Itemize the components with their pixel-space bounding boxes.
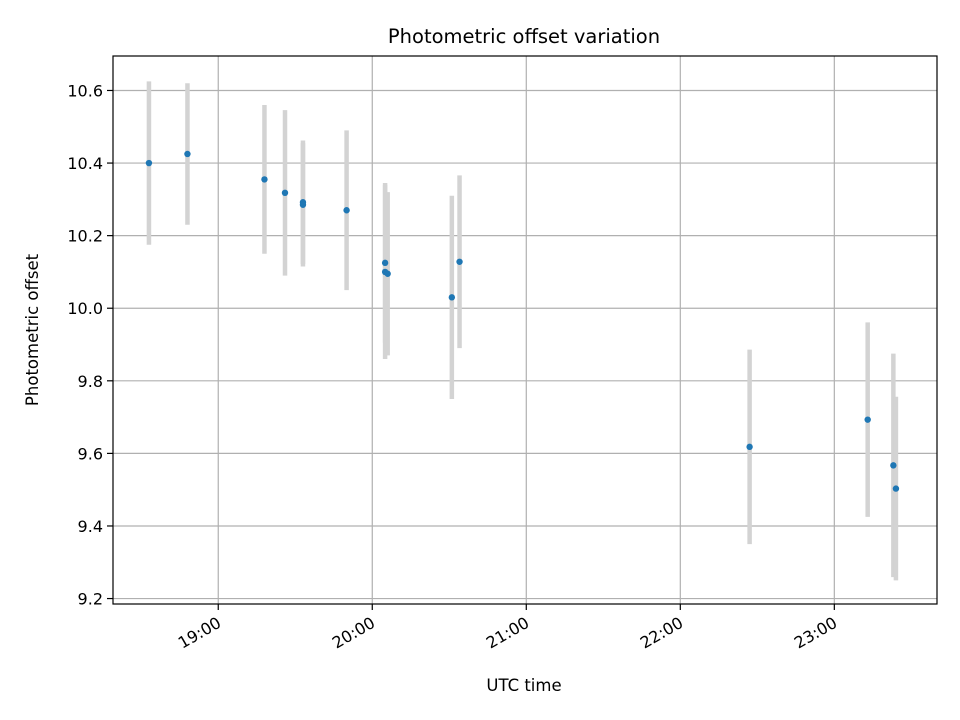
y-tick-label: 9.8 [78, 372, 103, 391]
x-tick-label: 19:00 [175, 613, 224, 653]
plot-frame [112, 55, 938, 605]
data-point [384, 270, 391, 277]
data-point [892, 485, 900, 492]
data-point [864, 416, 871, 423]
y-axis-label: Photometric offset [23, 253, 42, 406]
data-point [448, 294, 456, 301]
data-point [299, 201, 307, 208]
y-tick-label: 9.6 [78, 444, 103, 463]
y-axis-ticks: 9.2 9.4 9.6 9.8 10.0 10.2 10.4 10.6 [67, 81, 113, 609]
x-axis-ticks: 19:00 20:00 21:00 22:00 23:00 [175, 604, 840, 653]
y-tick-label: 9.4 [78, 517, 103, 536]
y-tick-label: 9.2 [78, 590, 103, 609]
data-point [145, 159, 153, 167]
data-points [145, 150, 900, 492]
x-tick-label: 23:00 [791, 613, 840, 653]
data-point [381, 259, 389, 267]
y-tick-label: 10.0 [67, 299, 103, 318]
x-tick-label: 21:00 [483, 613, 532, 653]
data-point [261, 176, 268, 183]
y-tick-label: 10.4 [67, 154, 103, 173]
x-tick-label: 20:00 [329, 613, 378, 653]
data-point [281, 189, 289, 197]
data-point [343, 207, 350, 214]
data-point [890, 462, 897, 469]
grid-lines [113, 56, 937, 604]
chart-title: Photometric offset variation [388, 25, 660, 48]
error-bars [146, 81, 899, 581]
x-axis-label: UTC time [486, 676, 561, 695]
x-tick-label: 22:00 [637, 613, 686, 653]
y-tick-label: 10.6 [67, 81, 103, 100]
data-point [456, 258, 463, 265]
data-point [746, 443, 753, 451]
y-tick-label: 10.2 [67, 227, 103, 246]
data-point [184, 150, 191, 158]
